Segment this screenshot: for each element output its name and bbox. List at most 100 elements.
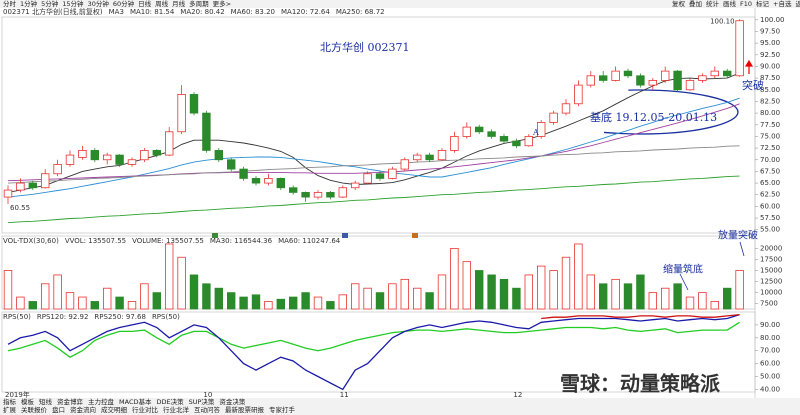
- candle-body: [661, 70, 670, 81]
- toolbar-tab: 周线: [155, 0, 169, 8]
- volume-bar: [611, 278, 620, 310]
- volume-bar: [487, 274, 496, 310]
- volume-bar: [251, 294, 261, 310]
- legend-item: MA120: 72.64: [281, 8, 330, 16]
- volume-bar: [152, 292, 161, 310]
- candle-body: [28, 182, 37, 189]
- bottom-tab: 行业对比: [132, 405, 159, 414]
- y-tick-label: 97.50: [760, 27, 780, 35]
- volume-bar: [375, 292, 385, 310]
- toolbar-tab: 月线: [172, 0, 186, 8]
- candle-body: [239, 168, 248, 179]
- volume-bar: [462, 261, 471, 310]
- volume-bar: [561, 256, 571, 310]
- candle-body: [164, 131, 174, 156]
- volume-bar: [16, 296, 25, 310]
- volume-bar: [723, 287, 732, 310]
- candle-body: [437, 150, 447, 161]
- volume-bar: [499, 278, 509, 310]
- bottom-tab: 扩展: [3, 405, 17, 414]
- bottom-tab: 指标: [3, 397, 17, 406]
- legend-item: RPS250: 97.68: [94, 313, 146, 321]
- y-tick-label: 70.00: [760, 156, 780, 164]
- y-tick-label: 7500: [760, 300, 778, 308]
- y-tick-label: 12500: [760, 278, 782, 286]
- candle-body: [140, 150, 149, 161]
- y-tick-label: 80.00: [760, 334, 780, 342]
- volume-bar: [140, 283, 149, 310]
- candle-body: [388, 168, 397, 179]
- y-tick-label: 65.00: [760, 179, 780, 187]
- candle-body: [3, 189, 13, 198]
- signal-markers: [212, 233, 418, 238]
- legend-item: MA60: 83.20: [231, 8, 275, 16]
- y-tick-label: 95.00: [760, 39, 780, 47]
- candle-body: [301, 192, 310, 198]
- y-tick-label: 87.50: [760, 74, 780, 82]
- bottom-tab: 行业北洋: [163, 405, 190, 414]
- volume-arrows: [679, 241, 745, 291]
- candle-body: [685, 80, 695, 91]
- volume-bar: [226, 292, 236, 310]
- legend-item: VOL-TDX(30,60): [3, 237, 59, 245]
- annotation: 缩量筑底: [663, 263, 703, 276]
- toolbar-tab: 复权: [672, 0, 686, 8]
- legend-item: MA30: 116544.36: [210, 237, 273, 245]
- bottom-tab: 模板: [21, 397, 35, 406]
- candle-body: [574, 84, 583, 105]
- volume-bar: [388, 283, 397, 310]
- candle-body: [412, 154, 422, 161]
- toolbar-tab: 日线: [138, 0, 152, 8]
- volume-bar: [103, 287, 112, 310]
- volume-bar: [239, 296, 248, 310]
- series-line: [7, 97, 740, 198]
- volume-bar: [437, 274, 447, 310]
- candle-body: [338, 187, 347, 198]
- candle-body: [698, 75, 707, 81]
- volume-bar: [65, 292, 75, 310]
- legend-item: VVOL: 135507.55: [65, 237, 126, 245]
- toolbar-tab: 画线: [723, 0, 737, 8]
- legend-item: MA20: 80.42: [180, 8, 224, 16]
- legend-item: RPS120: 92.92: [37, 313, 89, 321]
- bottom-tab: 最新股票研报: [225, 405, 265, 414]
- y-tick-label: 67.50: [760, 167, 780, 175]
- candle-body: [16, 182, 25, 191]
- x-tick-label: 11: [340, 391, 349, 399]
- candle-body: [611, 70, 620, 81]
- candle-body: [474, 126, 484, 133]
- y-tick-label: 100.00: [760, 16, 785, 24]
- candle-body: [723, 70, 732, 77]
- toolbar-tab: 叠加: [689, 0, 702, 8]
- y-tick-label: 80.00: [760, 109, 780, 117]
- volume-bar: [412, 287, 422, 310]
- series-line: [7, 175, 740, 224]
- candle-body: [226, 159, 236, 170]
- volume-bar: [90, 301, 99, 310]
- candle-body: [375, 173, 385, 179]
- toolbar-tab: 5分钟: [41, 0, 59, 8]
- toolbar-tab: 多周期: [189, 0, 209, 8]
- candle-body: [673, 70, 682, 91]
- toolbar-tab: 15分钟: [62, 0, 84, 8]
- volume-bar: [127, 301, 137, 310]
- volume-bar: [276, 298, 285, 310]
- y-tick-label: 62.50: [760, 191, 780, 199]
- volume-bar: [648, 292, 657, 310]
- candle-body: [561, 103, 571, 114]
- x-tick-label: 10: [203, 391, 212, 399]
- volume-bar: [189, 274, 199, 310]
- y-tick-label: 92.50: [760, 51, 780, 59]
- bottom-tab: DDE决策: [156, 397, 184, 406]
- candle-body: [425, 154, 434, 161]
- candle-body: [400, 159, 409, 170]
- volume-bar: [549, 270, 558, 310]
- candle-body: [103, 154, 112, 161]
- toolbar-tab: F10: [740, 0, 752, 8]
- series-line: [7, 103, 740, 182]
- bottom-tab: 盘口: [52, 405, 65, 414]
- y-tick-label: 10000: [760, 289, 782, 297]
- series-line: [7, 321, 740, 358]
- volume-bar: [425, 292, 434, 310]
